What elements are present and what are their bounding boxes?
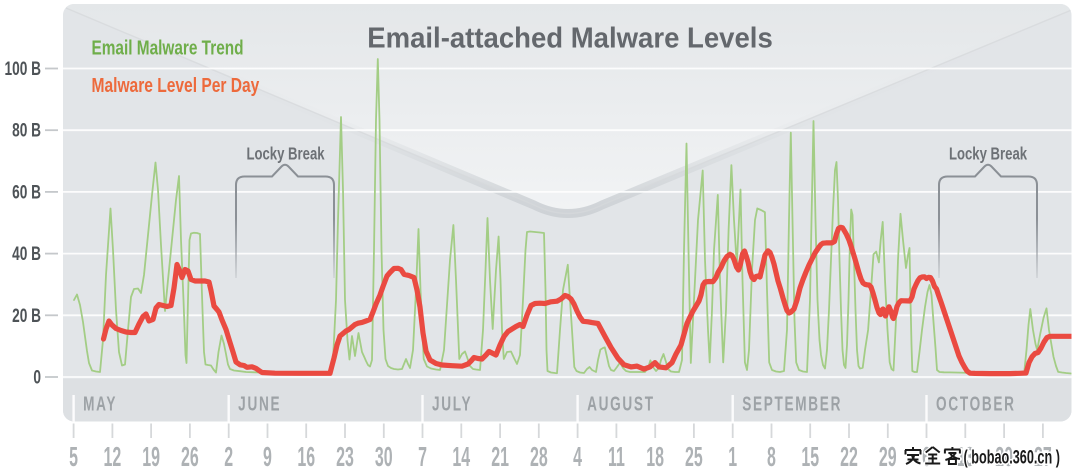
- svg-text:80 B: 80 B: [12, 119, 41, 141]
- svg-text:6: 6: [922, 442, 931, 472]
- svg-text:MAY: MAY: [83, 393, 117, 415]
- svg-text:2: 2: [224, 442, 233, 472]
- svg-text:0: 0: [33, 366, 41, 388]
- svg-text:14: 14: [452, 442, 470, 472]
- svg-text:4: 4: [573, 442, 582, 472]
- svg-text:11: 11: [608, 442, 625, 472]
- svg-text:23: 23: [336, 442, 354, 472]
- svg-text:Email-attached Malware Levels: Email-attached Malware Levels: [367, 21, 773, 54]
- svg-text:40 B: 40 B: [12, 243, 41, 265]
- svg-text:Locky Break: Locky Break: [246, 145, 324, 164]
- svg-text:AUGUST: AUGUST: [587, 393, 655, 415]
- svg-text:9: 9: [263, 442, 272, 472]
- svg-text:JULY: JULY: [432, 393, 472, 415]
- svg-text:1: 1: [728, 442, 737, 472]
- svg-text:Malware Level Per Day: Malware Level Per Day: [92, 74, 261, 97]
- svg-text:JUNE: JUNE: [238, 393, 281, 415]
- svg-text:Email Malware Trend: Email Malware Trend: [92, 36, 244, 59]
- svg-text:29: 29: [879, 442, 897, 472]
- svg-text:7: 7: [418, 442, 427, 472]
- svg-text:5: 5: [69, 442, 78, 472]
- svg-text:19: 19: [142, 442, 160, 472]
- svg-text:20 B: 20 B: [12, 305, 41, 327]
- svg-text:27: 27: [1034, 442, 1052, 472]
- svg-text:28: 28: [530, 442, 548, 472]
- svg-text:30: 30: [375, 442, 393, 472]
- svg-text:22: 22: [840, 442, 858, 472]
- svg-text:25: 25: [685, 442, 703, 472]
- svg-text:OCTOBER: OCTOBER: [936, 393, 1016, 415]
- svg-text:Locky Break: Locky Break: [949, 145, 1027, 164]
- svg-text:21: 21: [491, 442, 509, 472]
- svg-text:16: 16: [297, 442, 315, 472]
- svg-text:SEPTEMBER: SEPTEMBER: [742, 393, 842, 415]
- svg-text:18: 18: [646, 442, 664, 472]
- svg-text:12: 12: [104, 442, 122, 472]
- svg-text:15: 15: [801, 442, 819, 472]
- svg-text:( bobao.360.cn ): ( bobao.360.cn ): [964, 447, 1060, 468]
- svg-text:60 B: 60 B: [12, 181, 41, 203]
- svg-text:100 B: 100 B: [5, 58, 42, 80]
- svg-text:20: 20: [995, 442, 1013, 472]
- svg-text:8: 8: [767, 442, 776, 472]
- svg-text:26: 26: [181, 442, 199, 472]
